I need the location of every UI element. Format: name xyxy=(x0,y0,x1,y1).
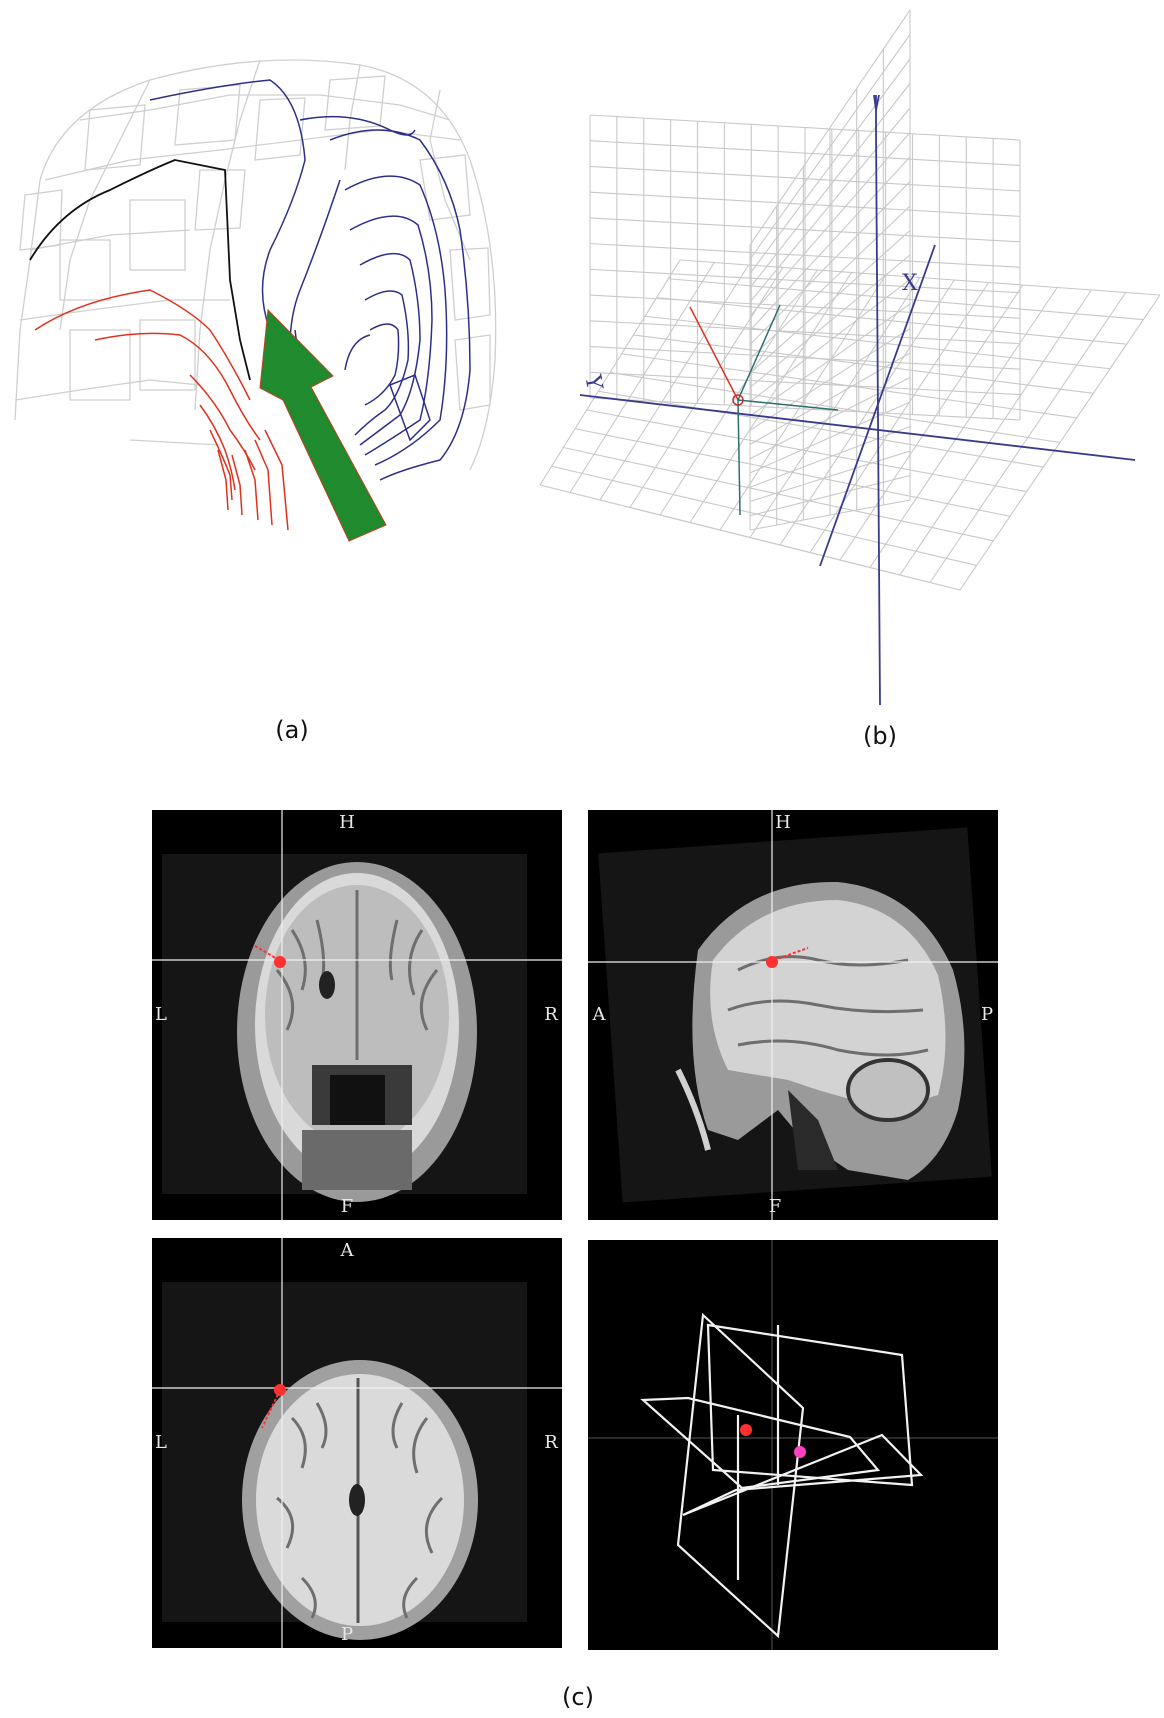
grid-line xyxy=(749,83,911,289)
x-axis-label: X xyxy=(902,271,918,296)
dipole-origin-marker xyxy=(732,394,744,406)
sagittal-label-bottom: F xyxy=(768,1196,782,1217)
grid-line xyxy=(656,296,1127,345)
grid-line xyxy=(589,345,1021,370)
slice-source-marker xyxy=(740,1424,752,1436)
dipole-vector xyxy=(689,306,739,401)
head-contour-svg xyxy=(14,59,497,542)
z-axis-line xyxy=(875,129,881,706)
y-axis-line xyxy=(579,394,1136,461)
grid-line xyxy=(668,278,1144,321)
y-axis-label: Y xyxy=(579,372,606,392)
grid-line xyxy=(589,371,1021,396)
sagittal-source-marker xyxy=(766,956,778,968)
sagittal-label-top: H xyxy=(775,812,791,833)
grid-line xyxy=(749,279,911,403)
grid-line xyxy=(749,181,911,346)
grid-line xyxy=(749,328,911,431)
grid-line xyxy=(551,465,977,566)
grid-line xyxy=(749,230,911,374)
coronal-brain-svg xyxy=(152,810,562,1220)
grid-line xyxy=(598,390,1044,468)
grid-line xyxy=(749,9,911,246)
grid-line xyxy=(749,34,911,260)
grid-line xyxy=(563,446,994,542)
grid-line xyxy=(749,474,911,517)
coronal-label-top: H xyxy=(339,812,355,833)
caption-c: (c) xyxy=(562,1683,594,1711)
grid-line xyxy=(749,107,911,303)
axial-source-marker xyxy=(274,1384,286,1396)
axial-brain-svg xyxy=(152,1238,562,1648)
coronal-label-left: L xyxy=(155,1004,167,1025)
grid-line xyxy=(749,254,911,388)
grid-line xyxy=(749,352,911,445)
zero-contour xyxy=(29,159,251,381)
grid-line xyxy=(749,450,911,503)
sagittal-label-right: P xyxy=(980,1004,994,1025)
grid-line xyxy=(621,353,1077,419)
grid-line xyxy=(589,217,1021,243)
mri-sagittal-view[interactable]: H F A P xyxy=(588,810,998,1220)
grid-line xyxy=(589,140,1021,167)
grid-line xyxy=(749,205,911,360)
grid-line xyxy=(574,428,1011,517)
axial-label-right: R xyxy=(544,1432,558,1453)
positive-contours xyxy=(34,289,289,531)
grid-line xyxy=(749,132,911,317)
grid-line xyxy=(586,409,1027,493)
coronal-label-bottom: F xyxy=(340,1196,354,1217)
caption-a: (a) xyxy=(275,716,309,744)
grid-line xyxy=(609,371,1061,444)
axial-label-top: A xyxy=(340,1240,354,1261)
slice-secondary-marker xyxy=(794,1446,806,1458)
grid-line xyxy=(679,259,1161,296)
panel-a-head-contour-map xyxy=(0,0,560,640)
sensor-mesh xyxy=(14,59,497,471)
global-axes xyxy=(579,94,1136,706)
grid-line xyxy=(749,425,911,488)
grid-line xyxy=(749,58,911,274)
mri-coronal-view[interactable]: H F L R xyxy=(152,810,562,1220)
coordinate-grid-svg: X Y xyxy=(539,9,1161,706)
grid-line xyxy=(749,499,911,531)
sagittal-brain-svg xyxy=(588,810,998,1220)
mri-3d-slice-view[interactable] xyxy=(588,1240,998,1650)
grid-line xyxy=(589,243,1021,268)
axial-label-left: L xyxy=(155,1432,167,1453)
panel-b-coordinate-system: X Y xyxy=(539,0,1164,720)
coronal-source-marker xyxy=(274,956,286,968)
grid-line xyxy=(539,484,961,591)
sagittal-label-left: A xyxy=(592,1004,606,1025)
grid-line xyxy=(749,156,911,331)
slice-planes-svg xyxy=(588,1240,998,1650)
dipole-arrow xyxy=(259,308,387,542)
grid-line xyxy=(589,114,1021,141)
grid-line xyxy=(633,334,1094,394)
axial-label-bottom: P xyxy=(340,1624,354,1645)
coronal-label-right: R xyxy=(544,1004,558,1025)
grid-line xyxy=(589,320,1021,345)
caption-b: (b) xyxy=(863,722,897,750)
grid-line xyxy=(749,303,911,417)
grid-line xyxy=(589,191,1021,217)
grid-line xyxy=(749,401,911,474)
grid-line xyxy=(589,165,1021,192)
dipole-local-axes xyxy=(689,304,839,516)
mri-axial-view[interactable]: A P L R xyxy=(152,1238,562,1648)
